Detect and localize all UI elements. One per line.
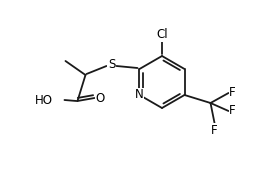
Text: F: F <box>229 105 236 117</box>
Text: O: O <box>96 91 105 105</box>
Text: F: F <box>229 87 236 99</box>
Text: S: S <box>108 58 115 72</box>
Text: F: F <box>211 123 218 137</box>
Text: HO: HO <box>34 94 53 106</box>
Text: N: N <box>135 89 144 101</box>
Text: Cl: Cl <box>156 29 168 41</box>
